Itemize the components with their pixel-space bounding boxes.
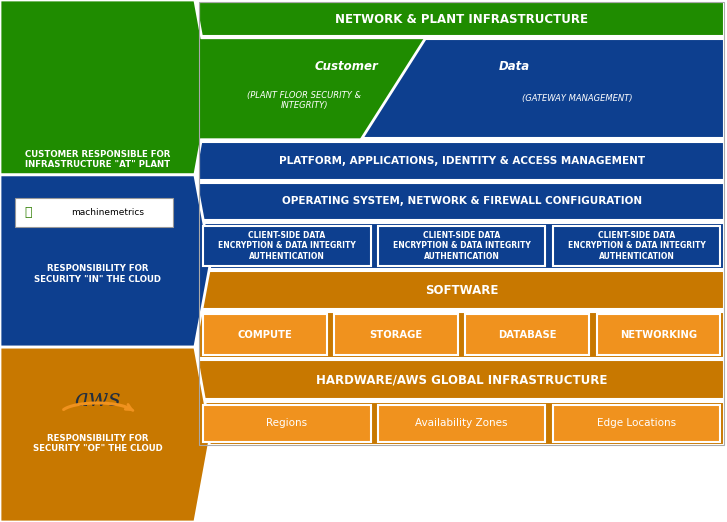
- Text: DATABASE: DATABASE: [498, 329, 556, 340]
- FancyBboxPatch shape: [203, 226, 371, 266]
- Text: Regions: Regions: [266, 418, 308, 429]
- FancyBboxPatch shape: [465, 314, 590, 355]
- Text: SOFTWARE: SOFTWARE: [425, 284, 498, 296]
- Text: CLIENT-SIDE DATA
ENCRYPTION & DATA INTEGRITY
AUTHENTICATION: CLIENT-SIDE DATA ENCRYPTION & DATA INTEG…: [568, 231, 705, 261]
- Polygon shape: [0, 347, 211, 522]
- Text: RESPONSIBILITY FOR
SECURITY "OF" THE CLOUD: RESPONSIBILITY FOR SECURITY "OF" THE CLO…: [33, 434, 162, 454]
- Text: Availability Zones: Availability Zones: [415, 418, 508, 429]
- FancyBboxPatch shape: [199, 39, 724, 138]
- FancyBboxPatch shape: [199, 2, 724, 36]
- Text: Data: Data: [499, 61, 530, 74]
- Polygon shape: [0, 175, 211, 347]
- Text: NETWORKING: NETWORKING: [620, 329, 697, 340]
- FancyBboxPatch shape: [199, 142, 724, 180]
- Text: NETWORK & PLANT INFRASTRUCTURE: NETWORK & PLANT INFRASTRUCTURE: [335, 13, 588, 26]
- FancyBboxPatch shape: [378, 226, 545, 266]
- FancyBboxPatch shape: [596, 314, 720, 355]
- FancyBboxPatch shape: [203, 405, 371, 442]
- Text: RESPONSIBILITY FOR
SECURITY "IN" THE CLOUD: RESPONSIBILITY FOR SECURITY "IN" THE CLO…: [34, 264, 161, 284]
- Text: (PLANT FLOOR SECURITY &
INTEGRITY): (PLANT FLOOR SECURITY & INTEGRITY): [247, 91, 361, 110]
- FancyBboxPatch shape: [553, 405, 720, 442]
- FancyBboxPatch shape: [378, 405, 545, 442]
- Text: CUSTOMER RESPONSIBLE FOR
INFRASTRUCTURE "AT" PLANT: CUSTOMER RESPONSIBLE FOR INFRASTRUCTURE …: [25, 149, 170, 169]
- Text: aws: aws: [74, 388, 121, 411]
- Text: Customer: Customer: [314, 61, 378, 74]
- Polygon shape: [0, 0, 211, 175]
- FancyBboxPatch shape: [199, 312, 724, 358]
- FancyBboxPatch shape: [199, 223, 724, 269]
- Text: ⓜ: ⓜ: [24, 206, 31, 219]
- Text: STORAGE: STORAGE: [369, 329, 422, 340]
- Text: CLIENT-SIDE DATA
ENCRYPTION & DATA INTEGRITY
AUTHENTICATION: CLIENT-SIDE DATA ENCRYPTION & DATA INTEG…: [393, 231, 531, 261]
- FancyBboxPatch shape: [199, 402, 724, 445]
- Text: (GATEWAY MANAGEMENT): (GATEWAY MANAGEMENT): [522, 94, 632, 103]
- FancyBboxPatch shape: [203, 314, 327, 355]
- Text: Edge Locations: Edge Locations: [597, 418, 676, 429]
- Text: OPERATING SYSTEM, NETWORK & FIREWALL CONFIGURATION: OPERATING SYSTEM, NETWORK & FIREWALL CON…: [281, 196, 642, 207]
- FancyBboxPatch shape: [334, 314, 458, 355]
- Text: COMPUTE: COMPUTE: [238, 329, 292, 340]
- FancyBboxPatch shape: [15, 198, 173, 227]
- Text: PLATFORM, APPLICATIONS, IDENTITY & ACCESS MANAGEMENT: PLATFORM, APPLICATIONS, IDENTITY & ACCES…: [278, 156, 645, 166]
- FancyBboxPatch shape: [199, 360, 724, 399]
- FancyBboxPatch shape: [553, 226, 720, 266]
- Text: HARDWARE/AWS GLOBAL INFRASTRUCTURE: HARDWARE/AWS GLOBAL INFRASTRUCTURE: [316, 373, 607, 386]
- Text: CLIENT-SIDE DATA
ENCRYPTION & DATA INTEGRITY
AUTHENTICATION: CLIENT-SIDE DATA ENCRYPTION & DATA INTEG…: [218, 231, 356, 261]
- Text: machinemetrics: machinemetrics: [71, 208, 144, 217]
- Polygon shape: [199, 39, 425, 138]
- FancyBboxPatch shape: [199, 183, 724, 220]
- FancyBboxPatch shape: [199, 271, 724, 309]
